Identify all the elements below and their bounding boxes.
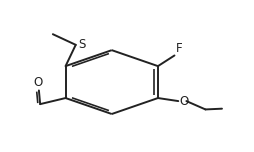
Text: O: O	[33, 76, 42, 89]
Text: O: O	[179, 95, 188, 108]
Text: S: S	[78, 38, 85, 51]
Text: F: F	[176, 42, 182, 55]
